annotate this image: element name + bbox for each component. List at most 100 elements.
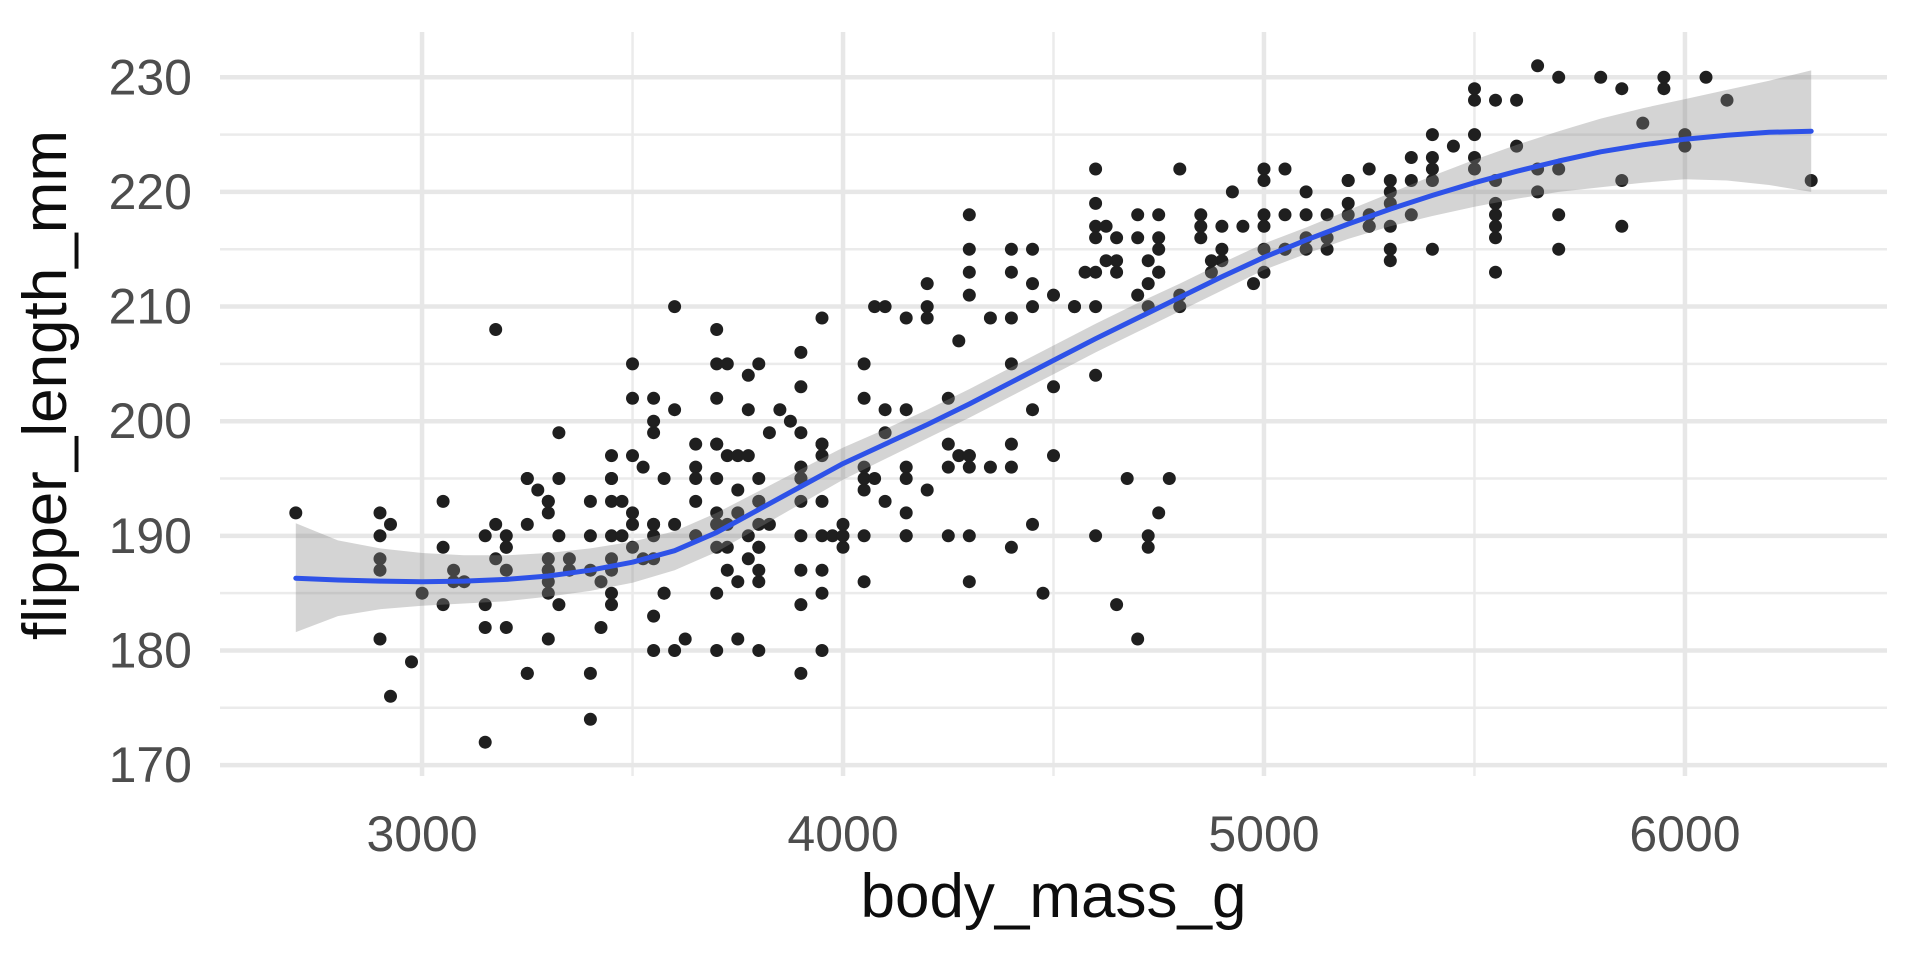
data-point (710, 357, 724, 371)
data-point (1257, 265, 1271, 279)
data-point (626, 517, 639, 531)
data-point (720, 563, 734, 577)
data-point (689, 437, 703, 451)
data-point (1089, 162, 1103, 176)
data-point (605, 586, 618, 600)
data-point (710, 586, 724, 600)
data-point (878, 494, 892, 508)
data-point (583, 494, 597, 508)
data-point (920, 300, 934, 314)
data-point (1173, 300, 1187, 314)
data-point (436, 540, 450, 554)
data-point (689, 472, 703, 485)
data-point (1489, 93, 1502, 107)
data-point (552, 598, 566, 612)
data-point (815, 494, 829, 508)
data-point (541, 632, 555, 646)
data-point (962, 242, 976, 256)
data-point (752, 517, 766, 531)
data-point (552, 472, 566, 485)
data-point (605, 598, 618, 612)
data-point (710, 323, 724, 336)
data-point (731, 449, 745, 463)
data-point (689, 494, 703, 508)
data-point (668, 644, 682, 657)
data-point (1152, 265, 1166, 279)
data-point (710, 506, 724, 520)
data-point (1215, 254, 1229, 268)
data-point (1089, 529, 1103, 543)
data-point (983, 311, 997, 325)
data-point (1089, 231, 1103, 245)
data-point (1299, 185, 1313, 199)
data-point (857, 472, 871, 485)
data-point (1468, 151, 1481, 164)
data-point (731, 506, 745, 520)
data-point (1489, 231, 1502, 245)
data-point (626, 540, 639, 554)
data-point (1068, 300, 1081, 314)
data-point (373, 529, 387, 543)
data-point (1004, 437, 1018, 451)
data-point (1383, 174, 1397, 187)
data-point (1257, 219, 1271, 233)
data-point (373, 632, 387, 646)
data-point (794, 494, 808, 508)
data-point (1615, 82, 1629, 96)
data-point (752, 494, 766, 508)
data-point (1425, 242, 1439, 256)
data-point (815, 449, 829, 463)
data-point (752, 357, 766, 371)
data-point (1089, 196, 1103, 210)
data-point (1552, 242, 1566, 256)
data-point (857, 460, 871, 474)
data-point (1320, 208, 1334, 222)
data-point (647, 517, 661, 531)
x-tick-label: 6000 (1629, 806, 1740, 862)
data-point (752, 563, 766, 577)
data-point (1804, 174, 1818, 187)
data-point (1383, 242, 1397, 256)
data-point (1173, 162, 1187, 176)
data-point (668, 403, 682, 417)
data-point (583, 666, 597, 680)
data-point (1004, 242, 1018, 256)
data-point (1362, 219, 1376, 233)
data-point (1004, 357, 1018, 371)
data-point (1362, 162, 1376, 176)
x-axis-title: body_mass_g (860, 862, 1247, 931)
x-tick-label: 5000 (1208, 806, 1319, 862)
data-point (1257, 242, 1271, 256)
data-point (1720, 93, 1734, 107)
y-tick-label: 210 (109, 279, 192, 335)
data-point (1089, 368, 1103, 382)
data-point (478, 529, 492, 543)
data-point (1489, 265, 1502, 279)
data-point (615, 494, 629, 508)
data-point (373, 552, 387, 566)
data-point (1120, 472, 1134, 485)
data-point (1257, 208, 1271, 222)
data-point (1152, 506, 1166, 520)
data-point (1099, 254, 1113, 268)
data-point (647, 391, 661, 405)
data-point (1468, 82, 1481, 96)
data-point (1026, 517, 1039, 531)
smooth-line (293, 128, 1814, 585)
data-point (1141, 277, 1155, 291)
data-point (541, 552, 555, 566)
data-point (710, 437, 724, 451)
data-point (1468, 162, 1481, 176)
data-point (636, 460, 650, 474)
data-point (815, 311, 829, 325)
data-point (1047, 380, 1060, 394)
data-point (626, 506, 639, 520)
data-point (1089, 219, 1103, 233)
data-point (1552, 208, 1566, 222)
data-point (1225, 185, 1239, 199)
data-point (1425, 162, 1439, 176)
data-point (289, 506, 303, 520)
data-point (1489, 196, 1502, 210)
data-point (1152, 231, 1166, 245)
